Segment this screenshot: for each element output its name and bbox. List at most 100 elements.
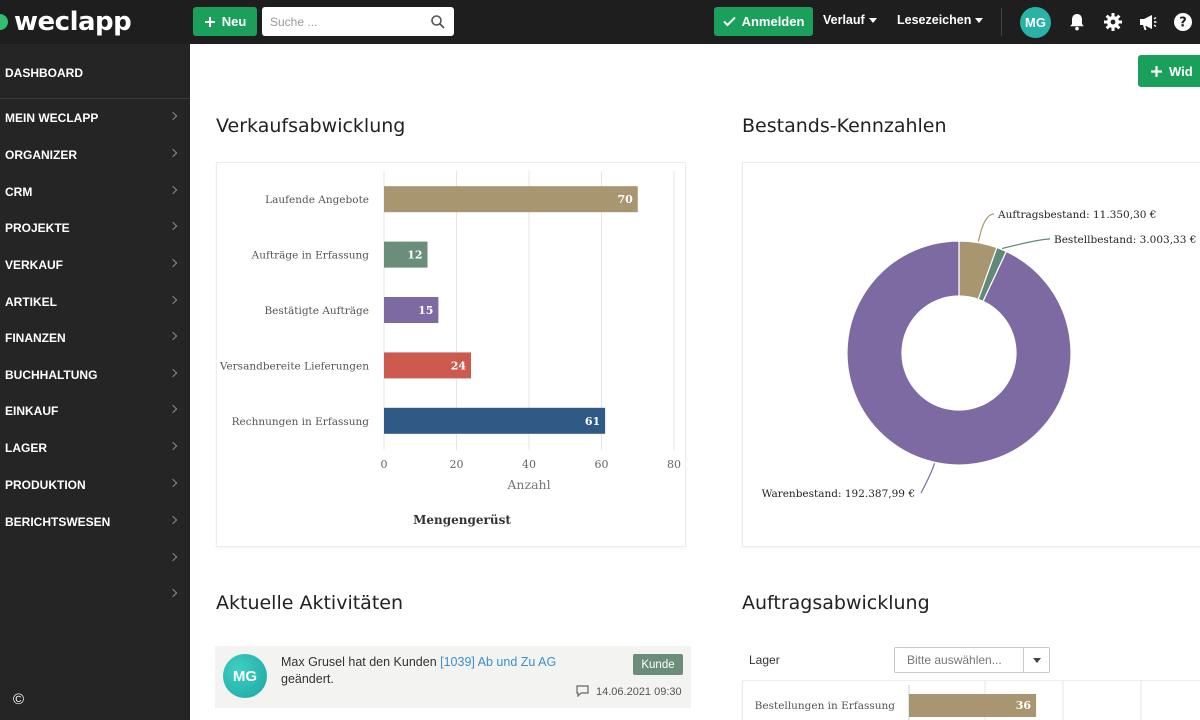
- history-menu[interactable]: Verlauf: [823, 13, 877, 27]
- activity-text: Max Grusel hat den Kunden [1039] Ab und …: [281, 654, 581, 688]
- category-label: Laufende Angebote: [265, 194, 369, 206]
- sidebar-item-label: CRM: [5, 185, 33, 199]
- sales-chart-card: 0 20 40 60 80 Laufende Angebote 70 Aufträge in …: [216, 162, 686, 547]
- sidebar-item[interactable]: [0, 541, 190, 577]
- sidebar-item-label: EINKAUF: [5, 404, 59, 418]
- slice-leader-line: [1001, 238, 1051, 250]
- bar-value-label: 70: [617, 193, 633, 206]
- chevron-down-icon[interactable]: [1023, 648, 1049, 672]
- logo-mark-icon: [0, 14, 8, 30]
- chevron-down-icon: [975, 17, 984, 23]
- bookmarks-label: Lesezeichen: [897, 13, 972, 27]
- help-icon[interactable]: ?: [1173, 12, 1193, 32]
- comment-icon[interactable]: [576, 685, 589, 697]
- sidebar-item[interactable]: PROJEKTE: [0, 210, 190, 246]
- sidebar-item-label: BUCHHALTUNG: [5, 368, 98, 382]
- sidebar-item[interactable]: MEIN WECLAPP: [0, 100, 190, 136]
- sidebar-item[interactable]: EINKAUF: [0, 393, 190, 429]
- user-avatar[interactable]: MG: [1020, 7, 1051, 38]
- divider: [1001, 8, 1002, 36]
- lager-select-value: Bitte auswählen...: [907, 653, 1002, 667]
- search-input[interactable]: [262, 7, 454, 36]
- activity-item[interactable]: MG Max Grusel hat den Kunden [1039] Ab u…: [215, 646, 691, 708]
- sidebar-item-label: ARTIKEL: [5, 295, 57, 309]
- sidebar-item[interactable]: BERICHTSWESEN: [0, 504, 190, 540]
- chevron-right-icon: [168, 441, 178, 451]
- stock-title: Bestands-Kennzahlen: [742, 115, 947, 137]
- sidebar-item[interactable]: VERKAUF: [0, 247, 190, 283]
- copyright: ©: [13, 691, 25, 708]
- bar[interactable]: [384, 241, 428, 268]
- login-button-label: Anmelden: [741, 14, 805, 29]
- slice-leader-line: [977, 213, 995, 242]
- sidebar-item-label: BERICHTSWESEN: [5, 515, 111, 529]
- stock-donut-chart[interactable]: Auftragsbestand: 11.350,30 € Bestellbesta…: [743, 163, 1200, 548]
- category-label: Rechnungen in Erfassung: [232, 416, 370, 428]
- sidebar: DASHBOARD MEIN WECLAPP ORGANIZER CRM PROJEKT…: [0, 44, 190, 720]
- history-label: Verlauf: [823, 13, 865, 27]
- bell-icon[interactable]: [1067, 12, 1087, 32]
- activity-customer-link[interactable]: [1039] Ab und Zu AG: [440, 655, 557, 669]
- x-tick-label: 80: [667, 458, 681, 471]
- sidebar-item[interactable]: CRM: [0, 174, 190, 210]
- x-tick-label: 20: [450, 458, 464, 471]
- sidebar-item-label: DASHBOARD: [5, 66, 83, 80]
- bar[interactable]: [384, 297, 439, 323]
- sidebar-item[interactable]: BUCHHALTUNG: [0, 357, 190, 393]
- sidebar-item-label: ORGANIZER: [5, 148, 77, 162]
- bar-value-label: 12: [407, 249, 422, 262]
- bar[interactable]: [384, 407, 606, 434]
- chevron-down-icon: [868, 17, 877, 23]
- sidebar-item[interactable]: FINANZEN: [0, 320, 190, 356]
- x-tick-label: 40: [522, 458, 536, 471]
- sidebar-item[interactable]: DASHBOARD: [0, 55, 190, 91]
- chevron-right-icon: [168, 552, 178, 562]
- add-widget-button[interactable]: Wid: [1138, 55, 1200, 87]
- orders-bar-chart[interactable]: Bestellungen in Erfassung 36: [743, 681, 1200, 720]
- sidebar-item[interactable]: ORGANIZER: [0, 137, 190, 173]
- sidebar-item[interactable]: ARTIKEL: [0, 284, 190, 320]
- sidebar-item-label: FINANZEN: [5, 331, 66, 345]
- bar[interactable]: [384, 352, 471, 379]
- sidebar-item-label: VERKAUF: [5, 258, 64, 272]
- chart-subtitle: Mengengerüst: [413, 513, 511, 527]
- sidebar-item-label: PRODUKTION: [5, 478, 86, 492]
- bar[interactable]: [909, 694, 1037, 717]
- chevron-right-icon: [168, 588, 178, 598]
- chevron-right-icon: [168, 111, 178, 121]
- sidebar-item-label: LAGER: [5, 441, 47, 455]
- new-button-label: Neu: [221, 14, 247, 29]
- gear-icon[interactable]: [1103, 12, 1123, 32]
- orders-title: Auftragsabwicklung: [742, 592, 930, 614]
- sidebar-divider: [0, 98, 190, 99]
- sidebar-item[interactable]: PRODUKTION: [0, 467, 190, 503]
- activity-avatar: MG: [223, 654, 267, 698]
- lager-label: Lager: [749, 653, 780, 667]
- activity-text-before: Max Grusel hat den Kunden: [281, 655, 441, 669]
- bookmarks-menu[interactable]: Lesezeichen: [897, 13, 984, 27]
- chevron-right-icon: [168, 515, 178, 525]
- bar-value-label: 15: [418, 304, 433, 317]
- chevron-right-icon: [168, 185, 178, 195]
- chevron-right-icon: [168, 331, 178, 341]
- x-tick-label: 60: [595, 458, 609, 471]
- bar[interactable]: [384, 186, 638, 213]
- donut-slice[interactable]: [846, 240, 1072, 466]
- check-icon: [722, 16, 736, 27]
- sidebar-item[interactable]: LAGER: [0, 430, 190, 466]
- x-tick-label: 0: [381, 458, 388, 471]
- chevron-right-icon: [168, 478, 178, 488]
- category-label: Versandbereite Lieferungen: [219, 360, 369, 372]
- megaphone-icon[interactable]: [1138, 12, 1158, 32]
- bar-value-label: 36: [1016, 699, 1032, 712]
- sales-bar-chart[interactable]: 0 20 40 60 80 Laufende Angebote 70 Aufträge in …: [217, 163, 687, 548]
- slice-leader-line: [920, 463, 936, 494]
- weclapp-logo[interactable]: weclapp: [0, 7, 132, 37]
- search-icon[interactable]: [430, 14, 446, 30]
- login-button[interactable]: Anmelden: [714, 7, 813, 36]
- new-button[interactable]: Neu: [193, 7, 257, 36]
- lager-select[interactable]: Bitte auswählen...: [894, 647, 1050, 673]
- add-widget-label: Wid: [1169, 63, 1193, 79]
- sidebar-item[interactable]: [0, 577, 190, 613]
- chevron-right-icon: [168, 295, 178, 305]
